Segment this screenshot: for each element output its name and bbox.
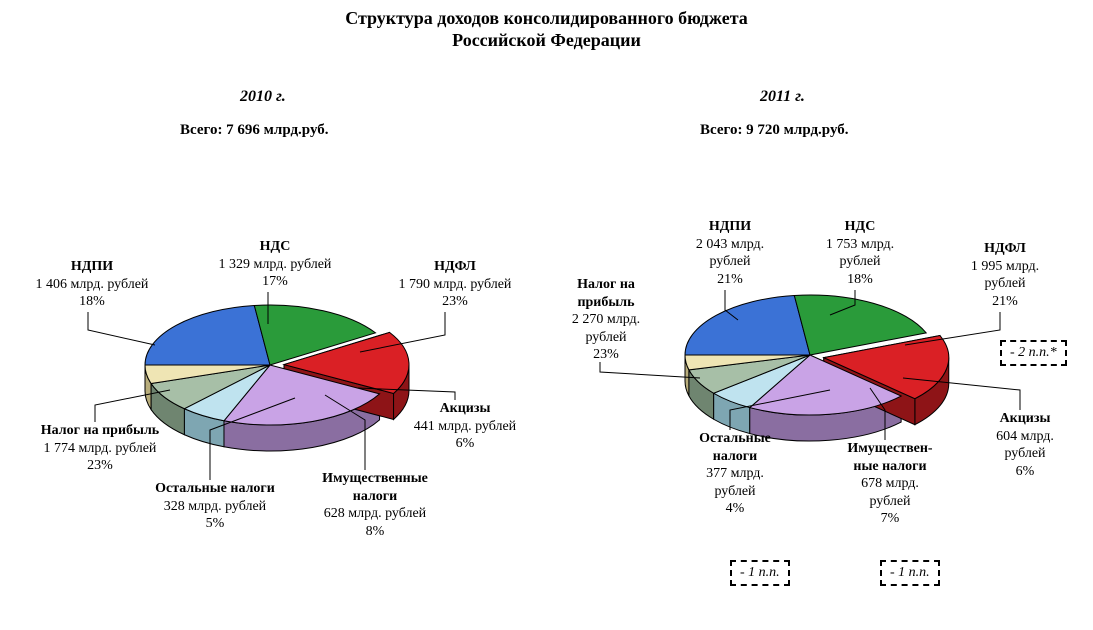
slice-label-name: НДПИ xyxy=(71,259,113,274)
slice-label-name: НДС xyxy=(260,239,291,254)
slice-label-name: Акцизы xyxy=(440,401,491,416)
slice-label: Остальные налоги 328 млрд. рублей 5% xyxy=(135,480,295,533)
slice-label: Имущественные налоги 628 млрд. рублей 8% xyxy=(290,470,460,540)
leader-line xyxy=(830,290,855,315)
slice-label: Налог на прибыль 2 270 млрд. рублей 23% xyxy=(556,276,656,364)
slice-label-name: Акцизы xyxy=(1000,411,1051,426)
slice-label-name: Налог на прибыль xyxy=(577,277,635,310)
slice-label-name: Остальные налоги xyxy=(699,431,771,464)
leader-line xyxy=(95,390,170,422)
annotation-note: - 1 п.п. xyxy=(880,560,940,586)
leader-line xyxy=(358,388,455,400)
leader-lines-svg xyxy=(0,0,1093,630)
leader-line xyxy=(325,395,365,470)
leader-line xyxy=(88,312,155,345)
slice-label-name: НДПИ xyxy=(709,219,751,234)
leader-line xyxy=(905,312,1000,345)
leader-line xyxy=(210,398,295,480)
annotation-note: - 2 п.п.* xyxy=(1000,340,1067,366)
slice-label: НДФЛ 1 995 млрд. рублей 21% xyxy=(955,240,1055,310)
leader-line xyxy=(870,388,885,440)
slice-label-name: Имущественные налоги xyxy=(322,471,428,504)
leader-line xyxy=(360,312,445,352)
leader-line xyxy=(600,362,700,378)
slice-label-name: Имуществен- ные налоги xyxy=(847,441,932,474)
slice-label-name: НДФЛ xyxy=(434,259,476,274)
slice-label: НДС 1 329 млрд. рублей 17% xyxy=(200,238,350,291)
slice-label: НДПИ 2 043 млрд. рублей 21% xyxy=(680,218,780,288)
slice-label-name: Остальные налоги xyxy=(155,481,275,496)
slice-label: Налог на прибыль 1 774 млрд. рублей 23% xyxy=(20,422,180,475)
slice-label-name: НДС xyxy=(845,219,876,234)
page-root: Структура доходов консолидированного бюд… xyxy=(0,0,1093,630)
slice-label: НДФЛ 1 790 млрд. рублей 23% xyxy=(380,258,530,311)
leader-line xyxy=(903,378,1020,410)
leader-line xyxy=(730,390,830,430)
slice-label: Остальные налоги 377 млрд. рублей 4% xyxy=(680,430,790,518)
slice-label: Акцизы 441 млрд. рублей 6% xyxy=(395,400,535,453)
annotation-note: - 1 п.п. xyxy=(730,560,790,586)
slice-label: НДПИ 1 406 млрд. рублей 18% xyxy=(22,258,162,311)
slice-label: НДС 1 753 млрд. рублей 18% xyxy=(810,218,910,288)
slice-label-name: НДФЛ xyxy=(984,241,1026,256)
slice-label: Акцизы 604 млрд. рублей 6% xyxy=(975,410,1075,480)
leader-line xyxy=(725,290,738,320)
slice-label: Имуществен- ные налоги 678 млрд. рублей … xyxy=(830,440,950,528)
slice-label-name: Налог на прибыль xyxy=(41,423,159,438)
